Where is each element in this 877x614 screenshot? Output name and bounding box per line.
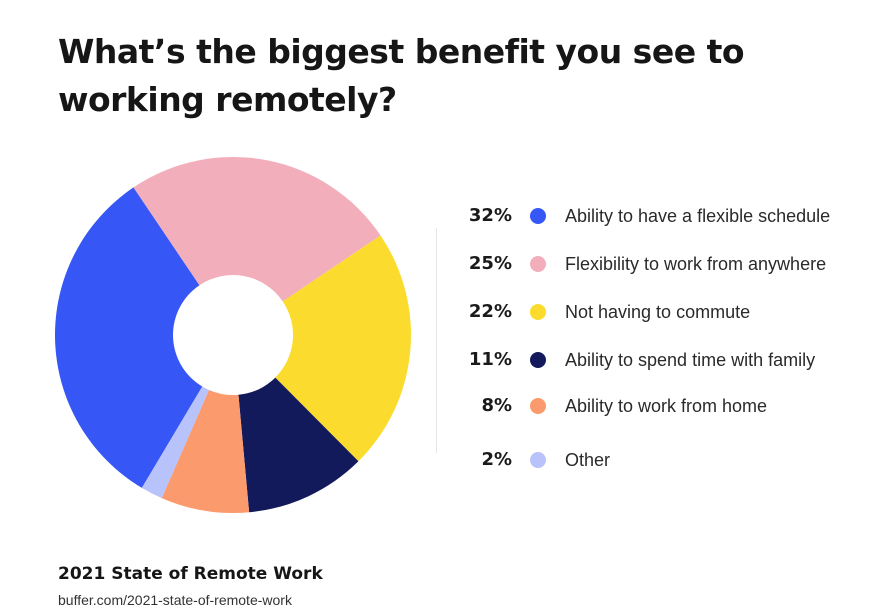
chart-title: What’s the biggest benefit you see to wo… [58,32,745,119]
legend-item: 22% Not having to commute [446,294,876,330]
legend-label: Ability to work from home [565,396,768,416]
legend-percent: 11% [468,349,512,370]
donut-slice [238,377,359,513]
legend-percent: 25% [468,253,512,274]
legend-color-dot [530,398,546,414]
legend-label: Ability to spend time with family [565,350,816,370]
legend-percent: 22% [468,301,512,322]
legend-percent: 2% [481,449,512,470]
donut-slice [275,235,411,462]
source-url[interactable]: buffer.com/2021-state-of-remote-work [58,592,292,608]
legend-label: Other [565,450,611,470]
legend-label: Not having to commute [565,302,751,322]
legend-item: 2% Other [446,442,876,478]
legend-color-dot [530,452,546,468]
donut-slice [161,389,250,514]
legend-percent: 8% [481,395,512,416]
legend-item: 8% Ability to work from home [446,388,876,424]
donut-slice [141,386,209,499]
donut-slice [55,187,203,488]
legend-label: Ability to have a flexible schedule [565,206,831,226]
legend-item: 11% Ability to spend time with family [446,342,876,378]
legend-item: 25% Flexibility to work from anywhere [446,246,876,282]
legend-divider [436,228,437,453]
legend-color-dot [530,208,546,224]
donut-slice [133,156,381,302]
legend-color-dot [530,352,546,368]
donut-slices [55,156,411,514]
legend-color-dot [530,256,546,272]
legend-percent: 32% [468,205,512,226]
legend-color-dot [530,304,546,320]
legend-item: 32% Ability to have a flexible schedule [446,198,876,234]
source-title: 2021 State of Remote Work [58,564,323,584]
legend-label: Flexibility to work from anywhere [565,254,827,274]
